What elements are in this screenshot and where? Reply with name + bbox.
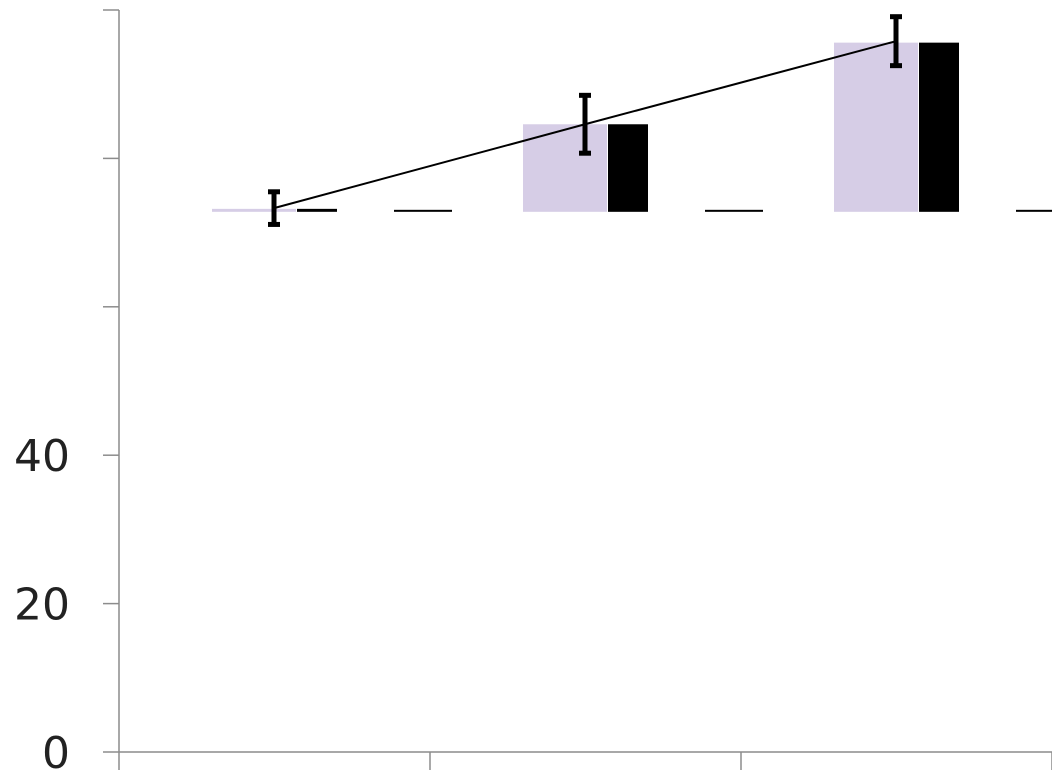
bar-series-2 [919, 42, 959, 212]
y-tick-label: 40 [14, 431, 70, 482]
bar-series-1 [212, 208, 296, 212]
bar-series-1 [834, 42, 918, 212]
bar-series-3 [705, 209, 763, 212]
y-axis: 0 20 40 [14, 9, 120, 771]
bar-series-1 [523, 124, 607, 212]
trend-line-group [268, 14, 902, 227]
bars [212, 42, 1052, 212]
bar-series-3 [1016, 209, 1052, 212]
y-tick-label: 0 [42, 728, 70, 771]
y-tick-label: 20 [14, 580, 70, 631]
bar-series-3 [394, 209, 452, 212]
bar-series-2 [297, 208, 337, 212]
bar-series-2 [608, 124, 648, 212]
x-axis [118, 751, 1052, 770]
